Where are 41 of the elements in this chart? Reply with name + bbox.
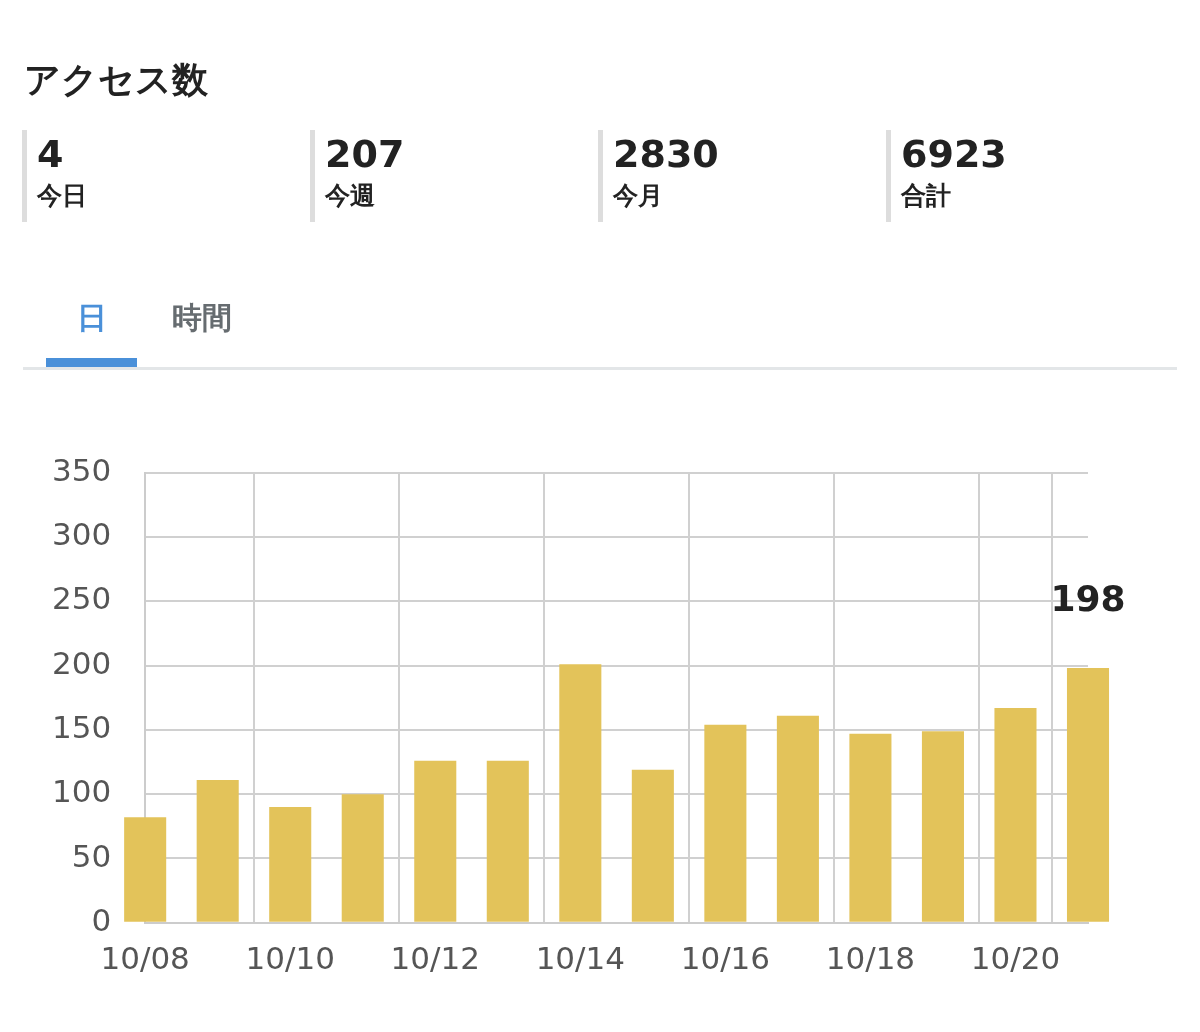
text: 6923 — [901, 131, 1008, 178]
bar — [994, 707, 1037, 922]
y-tick-label: 300 — [52, 515, 112, 552]
text: 今日 — [37, 180, 88, 212]
x-tick-label: 10/18 — [825, 940, 916, 977]
bar — [196, 780, 239, 922]
bar — [414, 760, 457, 922]
bar — [704, 724, 747, 922]
y-tick-label: 0 — [91, 901, 112, 938]
bar — [1066, 668, 1110, 922]
text: 207 — [325, 131, 406, 178]
x-tick-label: 10/08 — [100, 940, 190, 977]
x-tick-label: 10/10 — [245, 940, 335, 977]
text: 今月 — [613, 180, 664, 212]
text: 時間 — [171, 299, 233, 337]
text: 4 — [37, 131, 65, 178]
bar — [849, 733, 892, 922]
bar — [124, 817, 167, 922]
y-tick-label: 100 — [52, 773, 112, 810]
bar — [776, 715, 819, 922]
x-tick-label: 10/12 — [390, 940, 480, 977]
x-tick-label: 10/20 — [970, 940, 1061, 977]
bar — [921, 731, 964, 922]
text: 今週 — [325, 180, 376, 212]
data-label: 198 — [1050, 578, 1126, 620]
chart-title: アクセス数 — [23, 58, 209, 102]
bar — [631, 769, 674, 922]
bar — [486, 760, 529, 922]
y-tick-label: 50 — [71, 837, 112, 874]
y-tick-label: 200 — [52, 644, 112, 681]
text: 2830 — [613, 131, 720, 178]
text: 合計 — [901, 180, 952, 212]
bar — [559, 664, 602, 922]
x-tick-label: 10/14 — [535, 940, 625, 977]
x-tick-label: 10/16 — [680, 940, 771, 977]
bar — [269, 807, 312, 922]
y-tick-label: 150 — [52, 708, 112, 745]
y-tick-label: 250 — [52, 580, 112, 617]
bar — [341, 794, 384, 922]
text: 日 — [46, 292, 137, 367]
y-tick-label: 350 — [52, 451, 112, 488]
